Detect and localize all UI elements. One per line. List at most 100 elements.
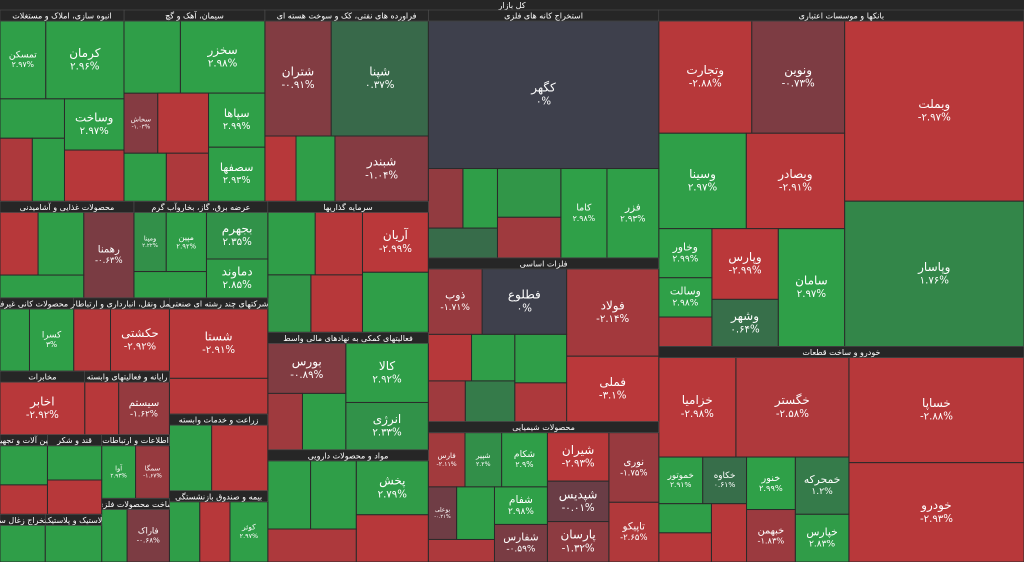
tile-name: پارسان	[560, 528, 595, 543]
tile	[514, 382, 568, 423]
tile-value-label: -۲.۱۱%	[437, 461, 457, 468]
tile	[745, 132, 846, 230]
tile	[456, 486, 495, 540]
tile-name: وپاسار	[917, 260, 950, 275]
tile-name: شفام	[509, 494, 533, 506]
tile	[427, 486, 458, 540]
tile-value-label: -۲.۹۲%	[26, 410, 59, 421]
tile-value-label: ۲.۹%	[515, 460, 533, 469]
tile-value-label: ۱.۲%	[811, 487, 833, 497]
sector: حکشتی-۲.۹۲% حمل ونقل، انبارداری و ارتباطا…	[73, 297, 170, 372]
tile-name: شستا	[205, 330, 233, 344]
tile-value-label: -۲.۹۸%	[681, 409, 714, 420]
tile-name: دماوند	[222, 264, 253, 279]
tile-name: رهمنا	[98, 245, 120, 256]
tile	[746, 456, 796, 511]
tile-name: شفارس	[503, 531, 538, 543]
sector: رهمنا-۰.۶۳% محصولات غذایی و آشامیدنی	[0, 201, 135, 299]
tile	[606, 168, 660, 259]
tile-name: سخزر	[206, 43, 237, 58]
tile-name: آریان	[383, 227, 409, 243]
tile-name: فولاد	[601, 298, 625, 313]
tile	[0, 211, 39, 276]
tile-name: سامان	[795, 273, 828, 287]
sector: خساپا-۲.۸۸%خودرو-۲.۹۳%خگستر-۲.۵۸%خزامیا-…	[658, 346, 1024, 562]
tile-value-label: -۰.۶۸%	[137, 535, 160, 544]
tile-value-label: -۱.۷۵%	[620, 467, 647, 477]
tile	[310, 460, 357, 530]
tile	[427, 333, 473, 382]
tile	[496, 168, 562, 218]
sector-name: فعالیتهای کمکی به نهادهای مالی واسط	[283, 334, 413, 343]
tile	[267, 392, 303, 451]
tile-name: سیستم	[129, 398, 159, 409]
tile	[427, 20, 660, 170]
tile	[37, 211, 85, 276]
tile-value-label: -۲.۱۴%	[596, 314, 629, 325]
tile	[658, 132, 747, 230]
tile-name: سپاها	[224, 107, 250, 120]
tile	[73, 308, 111, 372]
tile	[157, 92, 210, 154]
tile-value-label: -۱.۶۷%	[143, 473, 162, 479]
tile-name: خنور	[761, 473, 781, 484]
tile-name: پخش	[379, 474, 405, 489]
tile	[345, 342, 429, 403]
tile-value-label: ۰.۶۱%	[714, 480, 735, 489]
tile-value-label: ۲.۹۷%	[12, 60, 34, 69]
tile-name: شیران	[562, 443, 594, 458]
tile-name: وبصادر	[777, 167, 812, 182]
tile	[514, 333, 568, 384]
tile-name: سمگا	[145, 463, 161, 472]
tile	[179, 20, 266, 94]
tile	[267, 528, 357, 562]
tile	[493, 523, 548, 562]
sector-name: محصولات شیمیایی	[512, 423, 575, 432]
tile-name: فملی	[599, 375, 626, 389]
tile-value-label: ۲.۹۸%	[508, 507, 534, 517]
tile-value-label: ۲.۹۹%	[672, 255, 698, 265]
tile-value-label: -۲.۹۹%	[729, 266, 762, 277]
sector-name: لاستیک و پلاستیک	[44, 516, 102, 525]
tile-name: خودرو	[920, 498, 952, 513]
tile-value-label: -۰.۶۳%	[95, 256, 123, 266]
sector: فاراک-۰.۶۸% ساخت محصولات فلزی	[101, 498, 170, 562]
tile	[711, 298, 779, 348]
sector-name: رایانه و فعالیتهای وابسته	[87, 373, 168, 382]
tile	[566, 355, 660, 423]
tile	[208, 92, 266, 148]
tile-value-label: -۳.۱%	[599, 391, 627, 402]
tile-name: کگهر	[530, 81, 556, 96]
tile	[310, 274, 363, 333]
tile	[471, 333, 516, 382]
tile-value-label: ۲.۹۷%	[797, 289, 827, 300]
sector-name: شرکتهای چند رشته ای صنعتی	[169, 299, 269, 308]
tile	[546, 521, 610, 562]
tile-name: انرژی	[373, 412, 401, 427]
tile-name: وتجارت	[686, 63, 724, 78]
tile	[501, 432, 548, 488]
tile-name: وسالت	[670, 285, 701, 298]
tile	[464, 380, 516, 423]
sector: آریان-۲.۹۹% سرمایه گذاریها	[267, 201, 429, 333]
tile	[844, 200, 1024, 348]
tile-value-label: ۲.۲۲%	[142, 243, 158, 249]
tile	[109, 308, 170, 372]
tile-value-label: -۰.۸۹%	[290, 370, 323, 381]
tile	[45, 20, 125, 100]
tile-name: وساخت	[75, 110, 113, 125]
tile-name: اخابر	[29, 394, 54, 409]
tile-name: بورس	[292, 354, 322, 369]
sector-name: اطلاعات و ارتباطات	[102, 436, 169, 445]
sector-header	[0, 9, 125, 22]
sector-name: قند و شکر	[56, 436, 92, 445]
tile	[0, 274, 85, 299]
tile-value-label: ۰%	[536, 96, 551, 107]
sector-name: انبوه سازی، املاک و مستغلات	[12, 12, 112, 21]
tile-value-label: ۲.۹۲%	[176, 242, 196, 250]
tile-value-label: -۰.۷۳%	[782, 79, 815, 90]
tile	[101, 445, 137, 499]
